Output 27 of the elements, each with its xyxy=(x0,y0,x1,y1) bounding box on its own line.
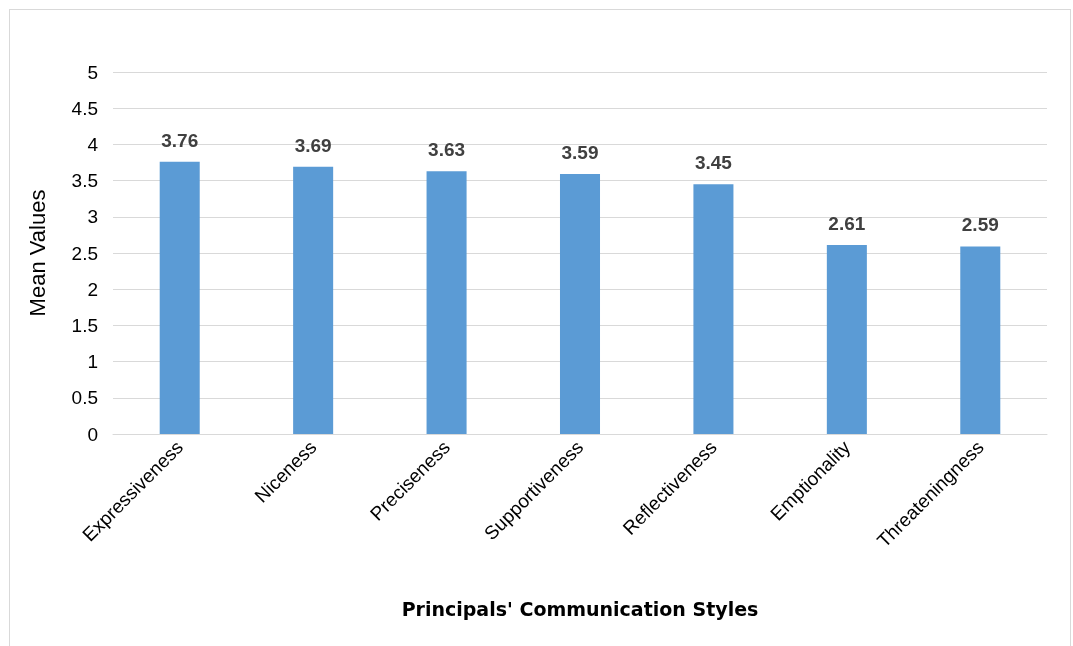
bar xyxy=(159,161,200,434)
y-tick-label: 3.5 xyxy=(71,170,98,192)
data-label: 3.69 xyxy=(294,134,332,156)
data-label: 3.45 xyxy=(694,152,733,174)
bar xyxy=(559,174,601,434)
y-tick-label: 3 xyxy=(87,206,98,228)
data-label: 2.61 xyxy=(828,213,866,235)
bar xyxy=(960,246,1001,434)
data-label: 3.63 xyxy=(428,139,466,161)
data-label: 2.59 xyxy=(961,214,999,236)
bar xyxy=(693,184,734,434)
y-tick-label: 0.5 xyxy=(71,387,98,409)
y-tick-label: 1 xyxy=(87,351,98,373)
bar xyxy=(293,166,334,434)
y-tick-label: 0 xyxy=(87,423,98,445)
y-axis-title: Mean Values xyxy=(24,189,50,317)
y-tick-label: 2.5 xyxy=(71,242,98,264)
bar xyxy=(826,245,867,434)
bar xyxy=(426,171,467,434)
x-axis-title: Principals' Communication Styles xyxy=(401,597,759,620)
data-label: 3.59 xyxy=(561,142,599,164)
data-label: 3.76 xyxy=(161,129,199,151)
y-tick-label: 5 xyxy=(87,61,98,83)
y-tick-label: 4 xyxy=(87,133,99,155)
y-tick-label: 1.5 xyxy=(71,314,98,336)
y-tick-label: 2 xyxy=(87,278,98,300)
y-tick-label: 4.5 xyxy=(71,97,98,119)
